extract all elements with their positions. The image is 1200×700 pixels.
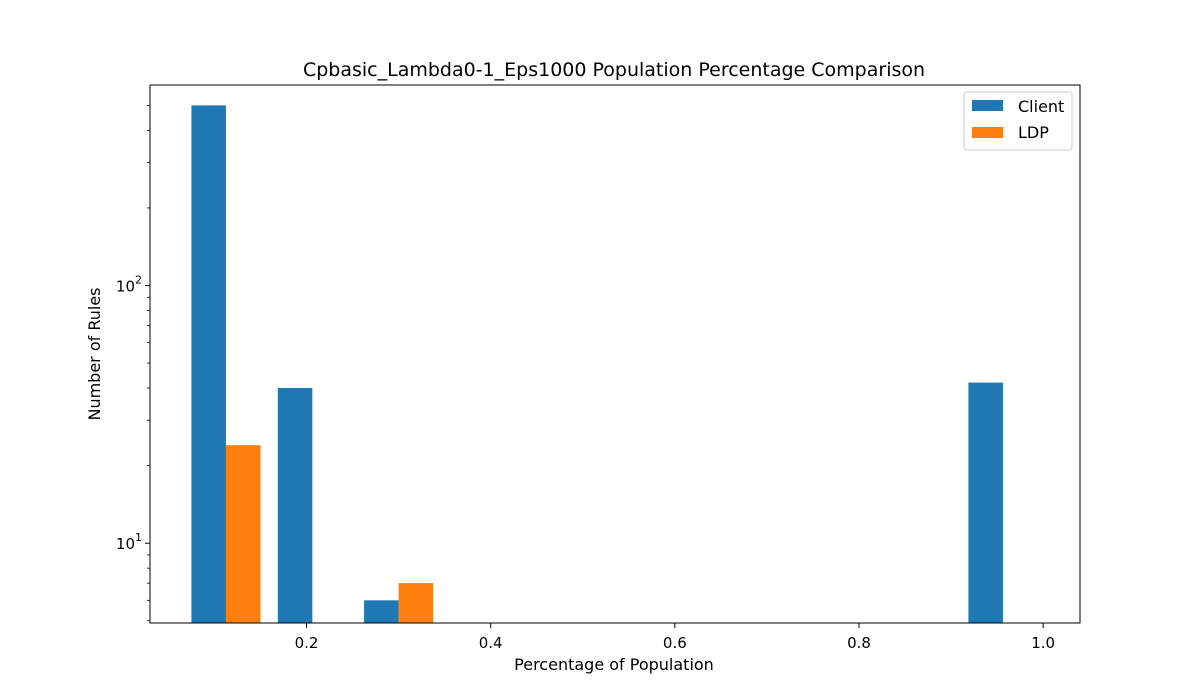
legend-swatch-ldp bbox=[972, 127, 1003, 138]
bar-client-0 bbox=[191, 105, 226, 623]
bar-client-1 bbox=[277, 388, 313, 623]
legend-label-ldp: LDP bbox=[1018, 123, 1049, 142]
y-tick-label: 102 bbox=[116, 274, 142, 296]
x-tick-label: 0.8 bbox=[847, 634, 871, 652]
legend-swatch-client bbox=[972, 100, 1003, 111]
y-axis-ticks: 101 102 bbox=[116, 105, 150, 622]
legend: Client LDP bbox=[963, 91, 1073, 151]
bar-ldp-0 bbox=[225, 445, 261, 623]
bars-group bbox=[191, 105, 1003, 623]
x-tick-label: 1.0 bbox=[1031, 634, 1055, 652]
y-tick-label: 101 bbox=[116, 531, 142, 553]
x-axis-ticks: 0.2 0.4 0.6 0.8 1.0 bbox=[295, 623, 1055, 652]
chart-title: Cpbasic_Lambda0-1_Eps1000 Population Per… bbox=[303, 59, 925, 81]
bar-client-2 bbox=[364, 600, 399, 623]
bar-ldp-1 bbox=[398, 583, 434, 623]
x-tick-label: 0.2 bbox=[295, 634, 319, 652]
plot-frame bbox=[149, 84, 1081, 624]
y-axis-label: Number of Rules bbox=[85, 287, 104, 420]
x-tick-label: 0.6 bbox=[663, 634, 687, 652]
x-axis-label: Percentage of Population bbox=[514, 655, 714, 674]
legend-label-client: Client bbox=[1018, 97, 1064, 116]
x-tick-label: 0.4 bbox=[479, 634, 503, 652]
bar-client-3 bbox=[968, 382, 1003, 623]
